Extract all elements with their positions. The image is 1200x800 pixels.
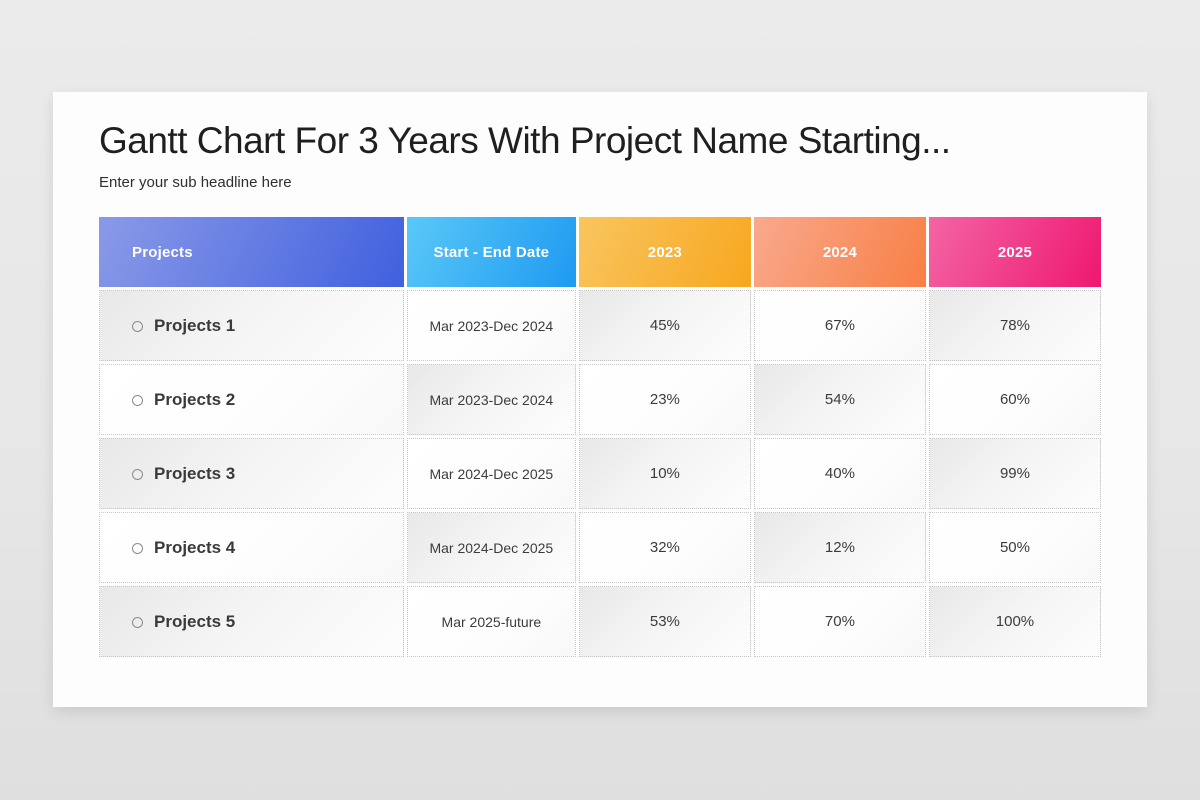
- pct-2025-cell: 50%: [928, 512, 1101, 583]
- project-name: Projects 1: [154, 315, 236, 335]
- header-row: Projects Start - End Date 2023 2024 2025: [99, 217, 1101, 287]
- pct-2024-cell: 70%: [753, 586, 926, 657]
- table-row: Projects 1 Mar 2023-Dec 2024 45% 67% 78%: [99, 290, 1101, 361]
- pct-2025-cell: 78%: [928, 290, 1101, 361]
- pct-2023-cell: 45%: [578, 290, 751, 361]
- date-cell: Mar 2024-Dec 2025: [406, 438, 576, 509]
- gantt-table: Projects Start - End Date 2023 2024 2025…: [96, 214, 1104, 660]
- pct-2024-cell: 54%: [753, 364, 926, 435]
- col-header-2023: 2023: [578, 217, 751, 287]
- col-header-date: Start - End Date: [406, 217, 576, 287]
- circle-bullet-icon: [132, 542, 143, 554]
- pct-2023-cell: 32%: [578, 512, 751, 583]
- col-header-projects: Projects: [99, 217, 404, 287]
- date-cell: Mar 2023-Dec 2024: [406, 364, 576, 435]
- project-name: Projects 2: [154, 389, 236, 409]
- col-header-2025: 2025: [928, 217, 1101, 287]
- pct-2023-cell: 23%: [578, 364, 751, 435]
- project-name-cell: Projects 5: [99, 586, 404, 657]
- project-name-cell: Projects 3: [99, 438, 404, 509]
- circle-bullet-icon: [132, 320, 143, 332]
- project-name: Projects 4: [154, 537, 236, 557]
- pct-2023-cell: 10%: [578, 438, 751, 509]
- table-row: Projects 4 Mar 2024-Dec 2025 32% 12% 50%: [99, 512, 1101, 583]
- page-title: Gantt Chart For 3 Years With Project Nam…: [99, 120, 951, 161]
- table-row: Projects 5 Mar 2025-future 53% 70% 100%: [99, 586, 1101, 657]
- date-cell: Mar 2025-future: [406, 586, 576, 657]
- date-cell: Mar 2023-Dec 2024: [406, 290, 576, 361]
- project-name: Projects 5: [154, 611, 236, 631]
- circle-bullet-icon: [132, 616, 143, 628]
- circle-bullet-icon: [132, 468, 143, 480]
- pct-2024-cell: 40%: [753, 438, 926, 509]
- circle-bullet-icon: [132, 394, 143, 406]
- pct-2023-cell: 53%: [578, 586, 751, 657]
- pct-2025-cell: 60%: [928, 364, 1101, 435]
- table-row: Projects 2 Mar 2023-Dec 2024 23% 54% 60%: [99, 364, 1101, 435]
- pct-2025-cell: 100%: [928, 586, 1101, 657]
- pct-2024-cell: 67%: [753, 290, 926, 361]
- pct-2025-cell: 99%: [928, 438, 1101, 509]
- page-subtitle: Enter your sub headline here: [99, 174, 292, 191]
- project-name: Projects 3: [154, 463, 236, 483]
- project-name-cell: Projects 2: [99, 364, 404, 435]
- date-cell: Mar 2024-Dec 2025: [406, 512, 576, 583]
- project-name-cell: Projects 1: [99, 290, 404, 361]
- project-name-cell: Projects 4: [99, 512, 404, 583]
- pct-2024-cell: 12%: [753, 512, 926, 583]
- table-row: Projects 3 Mar 2024-Dec 2025 10% 40% 99%: [99, 438, 1101, 509]
- col-header-2024: 2024: [753, 217, 926, 287]
- slide-card: Gantt Chart For 3 Years With Project Nam…: [53, 92, 1147, 707]
